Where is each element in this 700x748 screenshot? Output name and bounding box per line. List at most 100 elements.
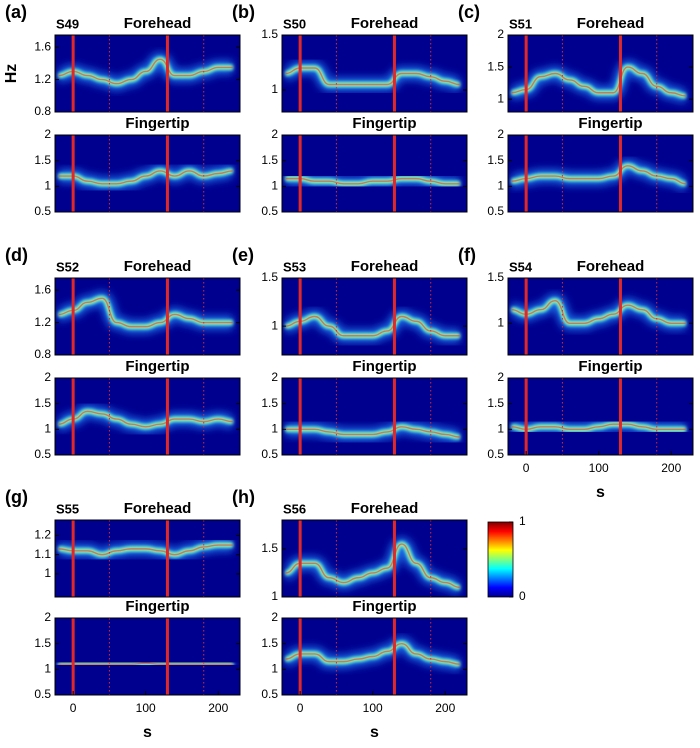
panel-label: (d) <box>5 245 28 265</box>
subplot-title: Forehead <box>577 15 645 32</box>
plot-area <box>58 618 233 695</box>
y-tick-label: 1.5 <box>261 27 278 41</box>
y-tick-label: 2 <box>271 127 278 141</box>
plot-area <box>58 378 234 455</box>
y-tick-label: 2 <box>497 370 504 384</box>
plot-background <box>508 378 693 455</box>
subplot-title: Fingertip <box>125 115 189 132</box>
y-tick-label: 1 <box>271 662 278 676</box>
subject-label: S54 <box>509 259 533 274</box>
y-tick-label: 1.5 <box>487 59 504 73</box>
plot-frame <box>281 134 468 213</box>
subplot-title: Forehead <box>577 258 645 275</box>
y-tick-label: 0.5 <box>261 204 278 218</box>
ridge <box>511 66 686 97</box>
subplot-title: Forehead <box>351 258 419 275</box>
subplot-title: Fingertip <box>578 358 642 375</box>
plot-frame <box>281 277 468 356</box>
plot-area <box>284 35 461 112</box>
y-tick-label: 1 <box>44 422 51 436</box>
x-axis-label: s <box>370 724 379 741</box>
panel-label: (g) <box>5 487 28 507</box>
plot-frame <box>54 519 241 598</box>
plot-frame <box>507 34 694 113</box>
plot-frame <box>281 34 468 113</box>
ridge <box>285 426 460 438</box>
plot-background <box>55 520 240 597</box>
plot-area <box>58 135 234 212</box>
y-tick-label: 1.5 <box>34 396 51 410</box>
y-tick-label: 0.8 <box>34 347 51 361</box>
subplot-title: Forehead <box>124 258 192 275</box>
panel-label: (f) <box>458 245 476 265</box>
y-tick-label: 1.6 <box>34 282 51 296</box>
subject-label: S49 <box>56 16 79 31</box>
x-tick-label: 100 <box>136 701 156 715</box>
x-tick-label: 0 <box>523 461 530 475</box>
y-tick-label: 1.5 <box>261 541 278 555</box>
y-tick-label: 1.5 <box>261 270 278 284</box>
plot-area <box>511 135 687 212</box>
colorbar <box>487 521 514 598</box>
y-tick-label: 1.5 <box>487 396 504 410</box>
subplot-title: Fingertip <box>578 115 642 132</box>
y-tick-label: 1 <box>497 315 504 329</box>
x-tick-label: 100 <box>363 701 383 715</box>
ridge <box>58 410 233 428</box>
plot-area <box>285 135 460 212</box>
plot-frame <box>54 277 241 356</box>
y-tick-label: 1 <box>44 566 51 580</box>
y-tick-label: 1.5 <box>487 270 504 284</box>
y-tick-label: 0.5 <box>34 447 51 461</box>
ridge <box>285 543 460 589</box>
y-tick-label: 0.5 <box>487 447 504 461</box>
y-tick-label: 1 <box>271 422 278 436</box>
y-tick-label: 1.5 <box>487 153 504 167</box>
subject-label: S56 <box>283 501 306 516</box>
colorbar-tick-label: 0 <box>519 589 526 603</box>
subplot-title: Forehead <box>124 15 192 32</box>
y-tick-label: 1 <box>44 662 51 676</box>
ridge <box>285 177 460 185</box>
plot-frame <box>54 34 241 113</box>
subplot-title: Fingertip <box>125 598 189 615</box>
plot-area <box>285 378 461 455</box>
subject-label: S51 <box>509 16 532 31</box>
plot-area <box>284 520 461 597</box>
subplot-title: Forehead <box>124 500 192 517</box>
y-tick-label: 1 <box>497 422 504 436</box>
y-tick-label: 0.8 <box>34 104 51 118</box>
y-tick-label: 0.5 <box>34 204 51 218</box>
y-tick-label: 2 <box>44 127 51 141</box>
plot-background <box>282 135 467 212</box>
subplot-title: Forehead <box>351 500 419 517</box>
y-tick-label: 1.5 <box>34 153 51 167</box>
y-tick-label: 2 <box>44 370 51 384</box>
plot-frame <box>507 377 694 456</box>
y-tick-label: 1.5 <box>261 636 278 650</box>
y-tick-label: 1 <box>44 179 51 193</box>
y-tick-label: 1.1 <box>34 547 51 561</box>
plot-area <box>511 378 686 455</box>
y-tick-label: 1.5 <box>34 636 51 650</box>
y-tick-label: 1.6 <box>34 39 51 53</box>
plot-frame <box>281 519 468 598</box>
y-tick-label: 1 <box>271 179 278 193</box>
x-tick-label: 0 <box>70 701 77 715</box>
y-tick-label: 1 <box>271 318 278 332</box>
subject-label: S50 <box>283 16 306 31</box>
y-axis-label: Hz <box>3 64 20 84</box>
x-tick-label: 0 <box>297 701 304 715</box>
x-axis-label: s <box>596 484 605 501</box>
subplot-title: Fingertip <box>352 598 416 615</box>
y-tick-label: 2 <box>271 370 278 384</box>
y-tick-label: 1.2 <box>34 315 51 329</box>
panel-label: (a) <box>5 2 27 22</box>
y-tick-label: 1.5 <box>261 153 278 167</box>
plot-background <box>282 378 467 455</box>
y-tick-label: 1 <box>497 91 504 105</box>
y-tick-label: 0.5 <box>261 447 278 461</box>
y-tick-label: 2 <box>44 610 51 624</box>
plot-frame <box>281 617 468 696</box>
